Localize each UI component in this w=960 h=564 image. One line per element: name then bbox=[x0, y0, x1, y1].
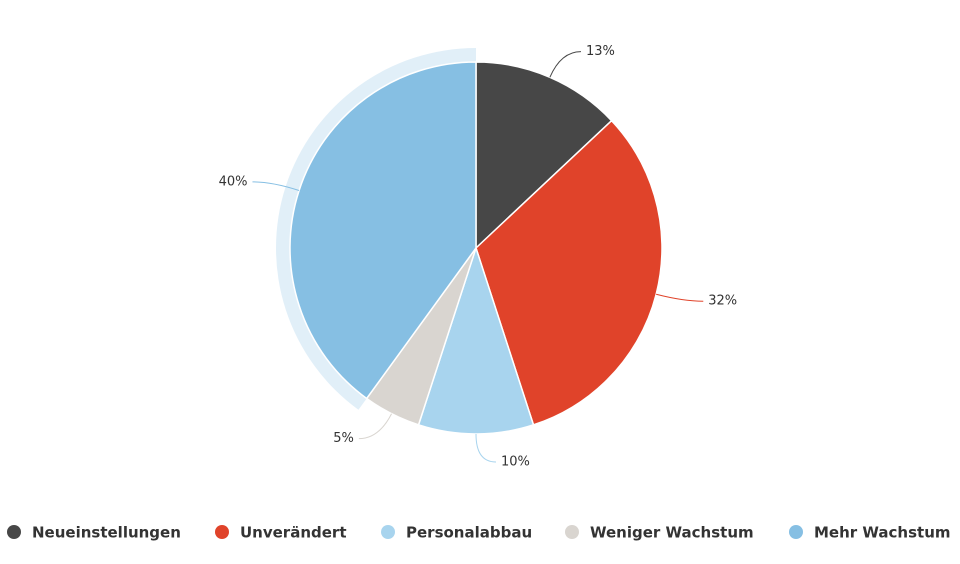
legend-text: Unverändert bbox=[240, 524, 347, 542]
legend-text: Weniger Wachstum bbox=[590, 524, 754, 542]
pie-slice bbox=[475, 119, 663, 426]
legend-text: Neueinstellungen bbox=[32, 524, 181, 542]
label-connector bbox=[549, 51, 581, 78]
label-connector bbox=[358, 413, 393, 440]
legend-marker bbox=[789, 525, 803, 539]
data-label: 5% bbox=[333, 431, 354, 446]
label-connector bbox=[656, 293, 704, 302]
legend-marker bbox=[215, 525, 229, 539]
data-label: 13% bbox=[586, 44, 615, 59]
legend-marker bbox=[381, 525, 395, 539]
legend-text: Personalabbau bbox=[406, 524, 532, 542]
pie-slice bbox=[289, 61, 477, 400]
data-label: 40% bbox=[219, 174, 248, 189]
legend-marker bbox=[565, 525, 579, 539]
data-label: 32% bbox=[708, 294, 737, 309]
label-connector bbox=[252, 181, 300, 191]
legend-text: Mehr Wachstum bbox=[814, 524, 951, 542]
pie-slice bbox=[417, 245, 535, 435]
label-connector bbox=[475, 433, 497, 463]
data-label: 10% bbox=[501, 455, 530, 470]
legend-marker bbox=[7, 525, 21, 539]
